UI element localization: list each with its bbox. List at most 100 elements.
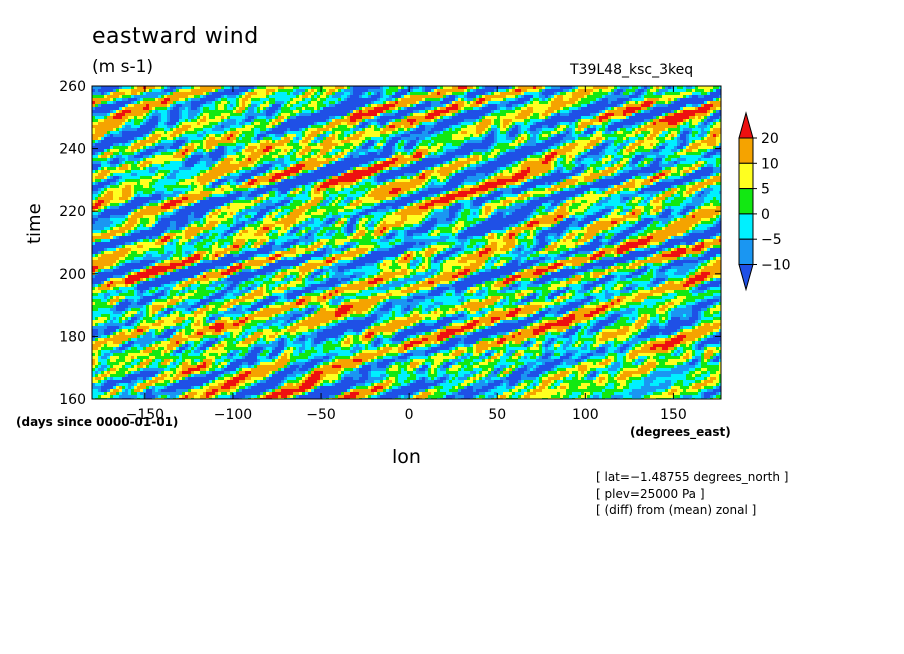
field-cell (278, 86, 282, 90)
field-cell (134, 119, 138, 123)
field-cell (515, 101, 519, 105)
field-cell (515, 98, 519, 102)
field-cell (575, 116, 579, 120)
field-cell (239, 137, 243, 141)
field-cell (674, 149, 678, 153)
field-cell (464, 107, 468, 111)
field-cell (494, 146, 498, 150)
field-cell (194, 116, 198, 120)
field-cell (536, 146, 540, 150)
field-cell (314, 92, 318, 96)
field-cell (239, 155, 243, 159)
field-cell (566, 140, 570, 144)
field-cell (287, 98, 291, 102)
field-cell (545, 116, 549, 120)
field-cell (557, 107, 561, 111)
field-cell (128, 92, 132, 96)
field-cell (257, 110, 261, 114)
field-cell (419, 92, 423, 96)
field-cell (116, 131, 120, 135)
field-cell (185, 149, 189, 153)
field-cell (260, 110, 264, 114)
field-cell (224, 155, 228, 159)
field-cell (113, 95, 117, 99)
field-cell (338, 86, 342, 90)
field-cell (446, 137, 450, 141)
field-cell (101, 101, 105, 105)
field-cell (668, 152, 672, 156)
field-cell (536, 107, 540, 111)
field-cell (368, 101, 372, 105)
field-cell (167, 152, 171, 156)
field-cell (542, 101, 546, 105)
field-cell (689, 107, 693, 111)
field-cell (173, 101, 177, 105)
field-cell (596, 137, 600, 141)
field-cell (233, 116, 237, 120)
field-cell (644, 101, 648, 105)
field-cell (143, 122, 147, 126)
field-cell (479, 98, 483, 102)
field-cell (419, 122, 423, 126)
field-cell (254, 134, 258, 138)
field-cell (185, 146, 189, 150)
field-cell (425, 119, 429, 123)
field-cell (140, 146, 144, 150)
field-cell (386, 104, 390, 108)
field-cell (602, 152, 606, 156)
field-cell (314, 95, 318, 99)
field-cell (437, 155, 441, 159)
field-cell (92, 155, 96, 159)
field-cell (548, 155, 552, 159)
field-cell (290, 134, 294, 138)
field-cell (239, 119, 243, 123)
field-cell (389, 119, 393, 123)
field-cell (695, 143, 699, 147)
field-cell (122, 119, 126, 123)
field-cell (293, 152, 297, 156)
field-cell (116, 122, 120, 126)
field-cell (566, 119, 570, 123)
field-cell (500, 95, 504, 99)
field-cell (227, 128, 231, 132)
field-cell (548, 122, 552, 126)
field-cell (257, 116, 261, 120)
field-cell (137, 107, 141, 111)
field-cell (581, 140, 585, 144)
field-cell (695, 92, 699, 96)
field-cell (143, 143, 147, 147)
field-cell (200, 110, 204, 114)
field-cell (104, 104, 108, 108)
field-cell (437, 113, 441, 117)
field-cell (449, 110, 453, 114)
field-cell (557, 116, 561, 120)
field-cell (623, 98, 627, 102)
field-cell (236, 149, 240, 153)
field-cell (341, 110, 345, 114)
field-cell (527, 89, 531, 93)
field-cell (344, 134, 348, 138)
field-cell (560, 122, 564, 126)
field-cell (251, 122, 255, 126)
field-cell (161, 107, 165, 111)
field-cell (98, 146, 102, 150)
field-cell (491, 152, 495, 156)
field-cell (113, 125, 117, 129)
field-cell (626, 110, 630, 114)
field-cell (428, 92, 432, 96)
field-cell (611, 104, 615, 108)
field-cell (659, 95, 663, 99)
field-cell (491, 110, 495, 114)
field-cell (605, 95, 609, 99)
field-cell (572, 107, 576, 111)
field-cell (368, 110, 372, 114)
field-cell (122, 89, 126, 93)
field-cell (311, 107, 315, 111)
field-cell (422, 131, 426, 135)
field-cell (104, 137, 108, 141)
field-cell (623, 137, 627, 141)
field-cell (677, 86, 681, 90)
field-cell (491, 107, 495, 111)
field-cell (275, 98, 279, 102)
field-cell (527, 155, 531, 159)
